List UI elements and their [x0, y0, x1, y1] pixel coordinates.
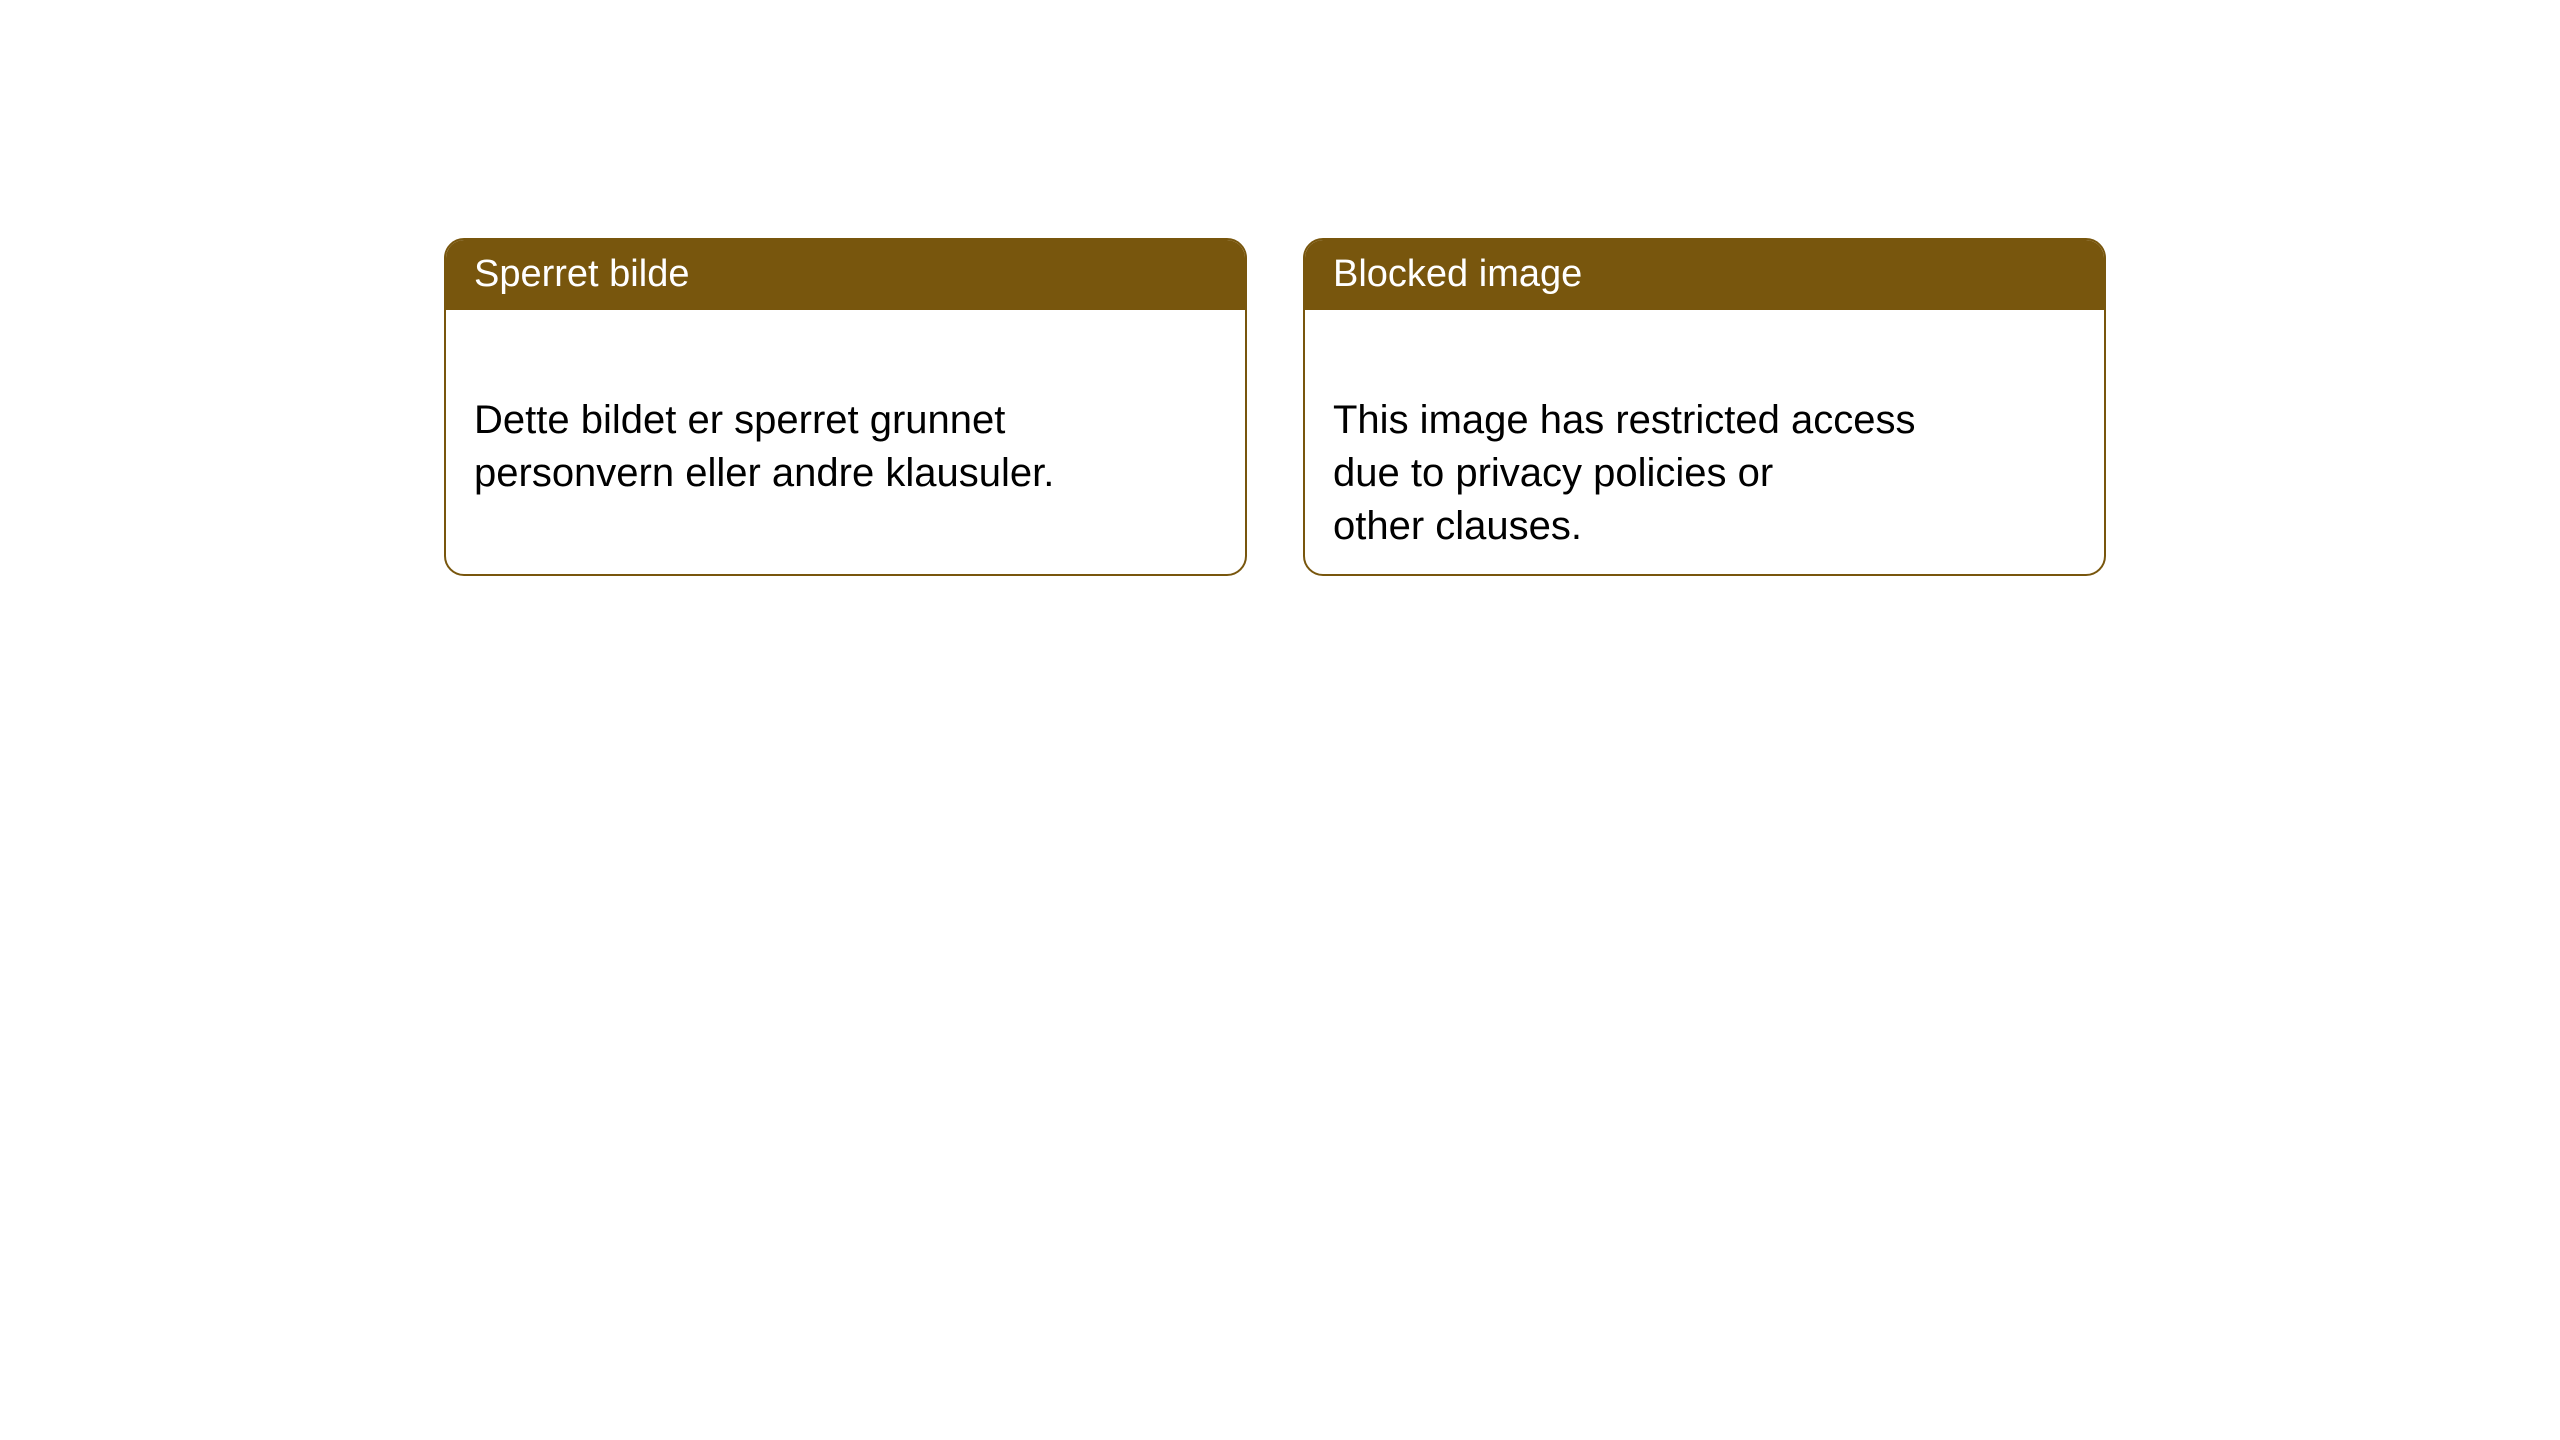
- notice-card-norwegian: Sperret bilde Dette bildet er sperret gr…: [444, 238, 1247, 576]
- notice-body: Dette bildet er sperret grunnet personve…: [446, 310, 1245, 532]
- notice-body-text: This image has restricted access due to …: [1333, 398, 1915, 548]
- notice-card-english: Blocked image This image has restricted …: [1303, 238, 2106, 576]
- notice-body-text: Dette bildet er sperret grunnet personve…: [474, 398, 1054, 495]
- notice-container: Sperret bilde Dette bildet er sperret gr…: [444, 238, 2106, 576]
- notice-header: Blocked image: [1305, 240, 2104, 310]
- notice-header-text: Blocked image: [1333, 253, 1582, 295]
- notice-header: Sperret bilde: [446, 240, 1245, 310]
- notice-body: This image has restricted access due to …: [1305, 310, 2104, 576]
- notice-header-text: Sperret bilde: [474, 253, 689, 295]
